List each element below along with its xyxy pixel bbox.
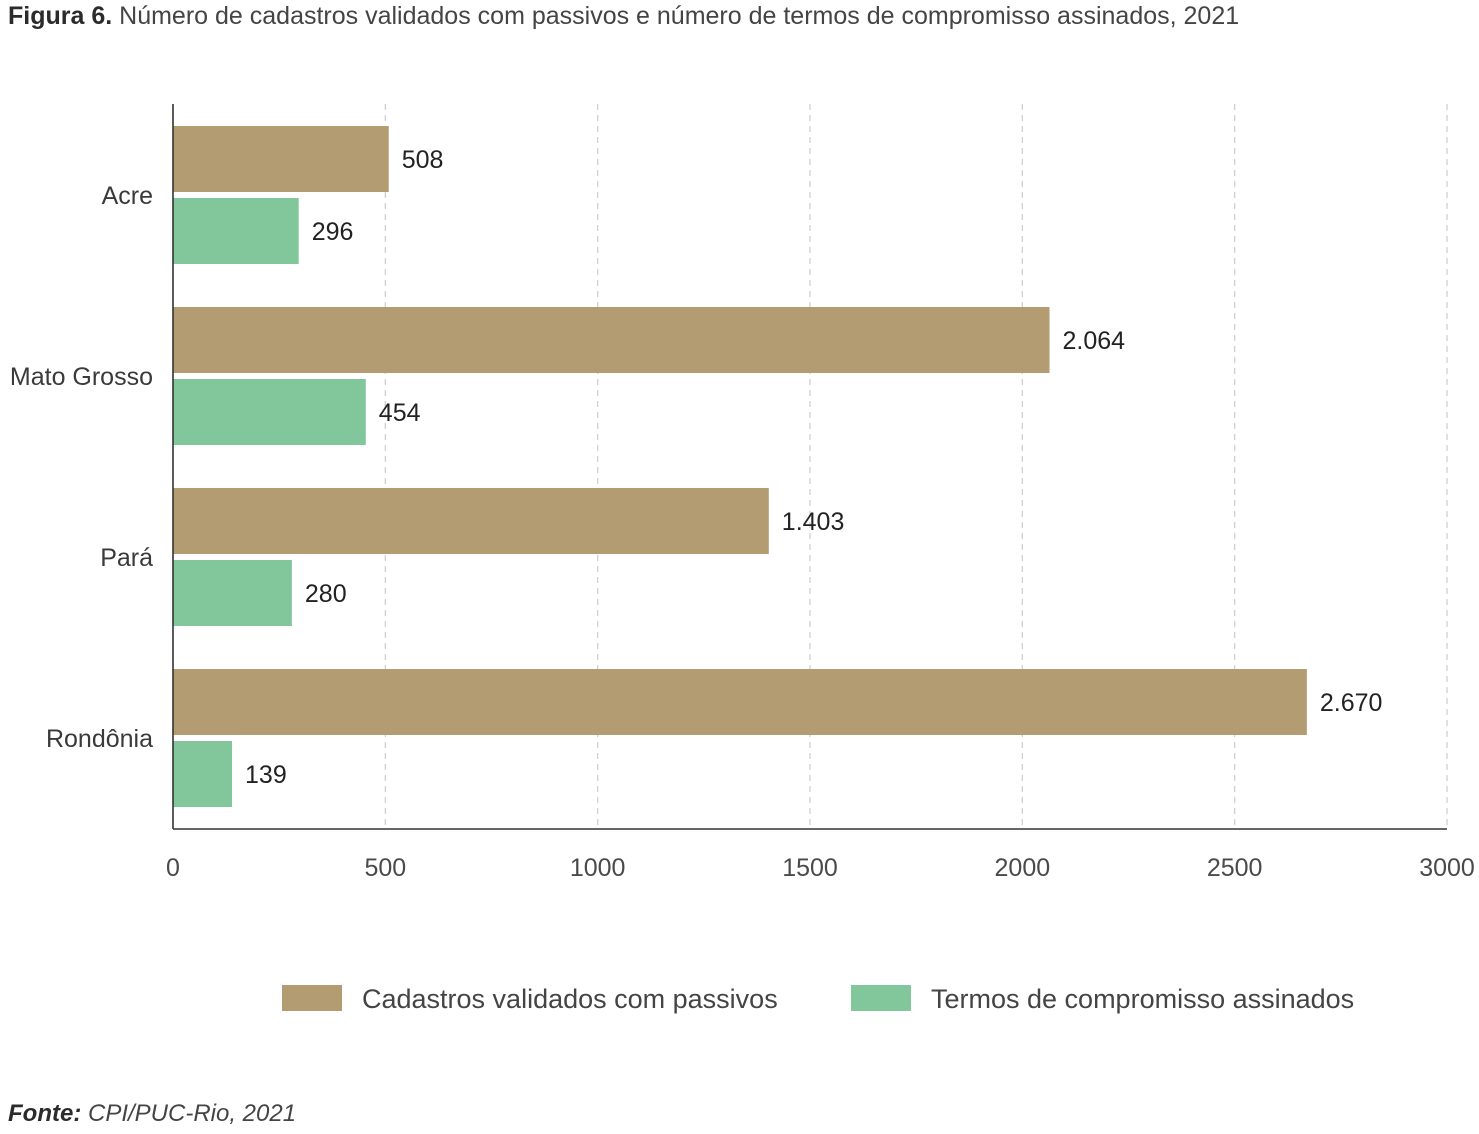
- data-label-termos-3: 139: [245, 761, 287, 789]
- category-label-2: Pará: [100, 544, 153, 572]
- x-tick-label-2000: 2000: [995, 854, 1051, 882]
- data-label-termos-2: 280: [305, 580, 347, 608]
- category-label-3: Rondônia: [46, 725, 153, 753]
- x-tick-label-2500: 2500: [1207, 854, 1263, 882]
- bar-cadastros-2: [173, 488, 769, 554]
- data-label-cadastros-0: 508: [402, 146, 444, 174]
- bar-termos-1: [173, 379, 366, 445]
- bar-termos-0: [173, 198, 299, 264]
- x-tick-label-500: 500: [364, 854, 406, 882]
- source-text: CPI/PUC-Rio, 2021: [87, 1100, 297, 1127]
- legend-swatch-cadastros: [282, 985, 342, 1011]
- category-label-1: Mato Grosso: [10, 363, 153, 391]
- legend-swatch-termos: [851, 985, 911, 1011]
- data-label-termos-1: 454: [379, 399, 421, 427]
- bar-cadastros-1: [173, 307, 1050, 373]
- bar-termos-3: [173, 741, 233, 807]
- source-prefix: Fonte:: [8, 1100, 82, 1127]
- data-label-cadastros-3: 2.670: [1320, 689, 1383, 717]
- bar-cadastros-0: [173, 126, 389, 192]
- x-tick-label-1000: 1000: [570, 854, 626, 882]
- figure-title-text: Número de cadastros validados com passiv…: [119, 2, 1240, 30]
- legend-label-cadastros: Cadastros validados com passivos: [362, 984, 778, 1014]
- data-label-termos-0: 296: [312, 218, 354, 246]
- category-label-0: Acre: [102, 182, 153, 210]
- bar-termos-2: [173, 560, 292, 626]
- figure-title: Figura 6. Número de cadastros validados …: [8, 2, 1239, 31]
- data-label-cadastros-1: 2.064: [1063, 327, 1126, 355]
- data-label-cadastros-2: 1.403: [782, 508, 845, 536]
- bar-cadastros-3: [173, 669, 1307, 735]
- x-tick-label-0: 0: [166, 854, 180, 882]
- legend-label-termos: Termos de compromisso assinados: [931, 984, 1354, 1014]
- source-note: Fonte: CPI/PUC-Rio, 2021: [8, 1100, 296, 1128]
- figure-number: Figura 6.: [8, 2, 113, 30]
- x-tick-label-1500: 1500: [782, 854, 838, 882]
- x-tick-label-3000: 3000: [1419, 854, 1475, 882]
